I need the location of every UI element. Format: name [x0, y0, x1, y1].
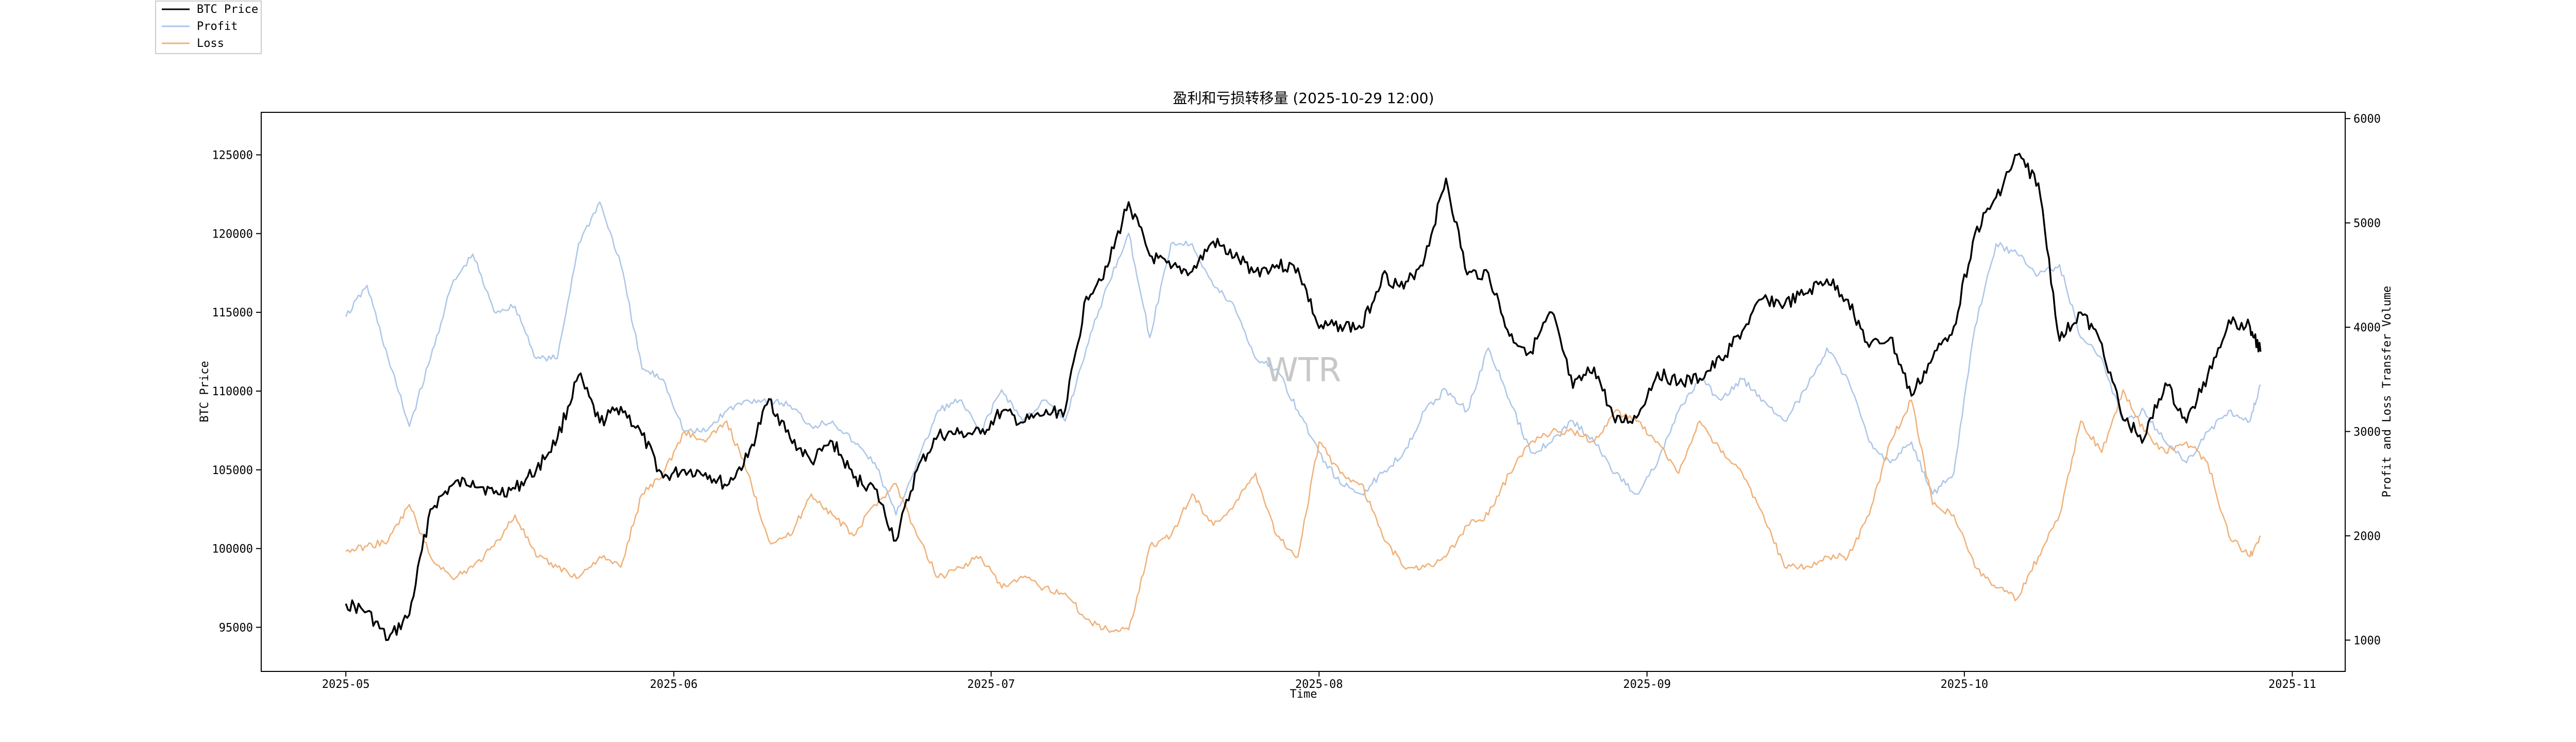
y-left-tick-label: 105000: [212, 464, 253, 477]
x-tick-label: 2025-07: [967, 678, 1015, 691]
y-right-tick-label: 3000: [2353, 426, 2381, 439]
y-left-tick-label: 125000: [212, 149, 253, 162]
x-axis-label: Time: [1290, 688, 1317, 701]
x-tick-label: 2025-11: [2268, 678, 2316, 691]
x-tick-label: 2025-08: [1295, 678, 1343, 691]
series-line-loss: [345, 389, 2261, 633]
y-left-tick-label: 100000: [212, 543, 253, 556]
x-tick-label: 2025-09: [1623, 678, 1671, 691]
chart-title: 盈利和亏损转移量 (2025-10-29 12:00): [1173, 90, 1434, 107]
y-right-tick-label: 5000: [2353, 217, 2381, 230]
y-axis-left: 95000 100000 105000 110000 115000 120000 12500…: [212, 149, 261, 634]
y-right-tick-label: 2000: [2353, 530, 2381, 543]
y-left-tick-label: 95000: [219, 621, 253, 634]
y-axis-left-label: BTC Price: [198, 361, 211, 422]
y-left-tick-label: 120000: [212, 228, 253, 241]
x-tick-label: 2025-06: [650, 678, 698, 691]
y-left-tick-label: 115000: [212, 307, 253, 319]
legend-label-btc-price: BTC Price: [197, 3, 258, 16]
plot-area: [345, 153, 2262, 641]
plot-frame: [261, 112, 2346, 672]
legend-label-profit: Profit: [197, 20, 238, 33]
x-tick-label: 2025-10: [1940, 678, 1988, 691]
y-right-tick-label: 4000: [2353, 322, 2381, 334]
legend-label-loss: Loss: [197, 37, 224, 50]
series-line-profit: [345, 201, 2261, 516]
x-axis: 2025-05 2025-06 2025-07 2025-08 2025-09 2025-…: [322, 671, 2316, 691]
x-tick-label: 2025-05: [322, 678, 370, 691]
y-axis-right-label: Profit and Loss Transfer Volume: [2381, 286, 2394, 498]
legend: BTC Price Profit Loss: [155, 1, 262, 54]
y-axis-right: 1000 2000 3000 4000 5000 6000: [2345, 113, 2381, 647]
y-right-tick-label: 6000: [2353, 113, 2381, 126]
y-left-tick-label: 110000: [212, 385, 253, 398]
series-line-btc-price: [345, 153, 2262, 641]
y-right-tick-label: 1000: [2353, 634, 2381, 647]
